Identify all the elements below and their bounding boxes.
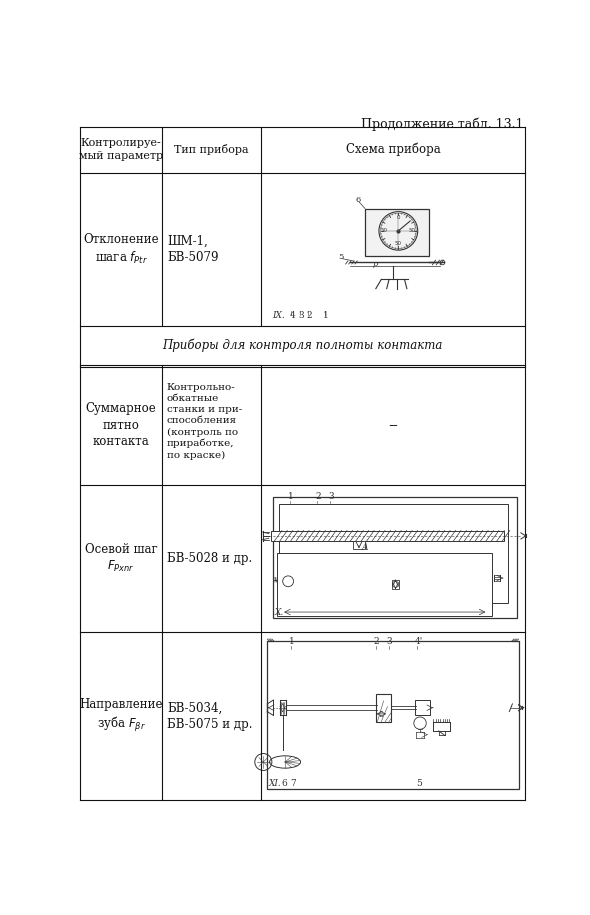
Bar [273, 497, 517, 619]
Text: 3: 3 [298, 311, 304, 320]
Text: IX.: IX. [273, 311, 286, 320]
Text: 5: 5 [416, 779, 422, 788]
Bar [271, 531, 504, 542]
Text: 0: 0 [396, 215, 400, 221]
Text: 2: 2 [315, 492, 321, 501]
Text: 3: 3 [329, 492, 334, 501]
Text: Тип прибора: Тип прибора [174, 145, 249, 156]
Text: Суммарное
пятно
контакта: Суммарное пятно контакта [86, 403, 156, 448]
Text: 6: 6 [281, 779, 287, 788]
Text: БВ-5028 и др.: БВ-5028 и др. [167, 552, 252, 565]
Text: Контрольно-
обкатные
станки и при-
способления
(контроль по
приработке,
по краск: Контрольно- обкатные станки и при- спосо… [167, 383, 242, 459]
Text: 2: 2 [307, 311, 312, 320]
Text: 50: 50 [409, 229, 416, 233]
Bar [279, 504, 508, 603]
Text: 3: 3 [386, 638, 392, 646]
Bar [365, 209, 428, 256]
Text: Контролируе-
мый параметр: Контролируе- мый параметр [79, 138, 163, 161]
Text: Отклонение
шага $f_{Ptr}$: Отклонение шага $f_{Ptr}$ [83, 233, 159, 265]
Text: 5: 5 [338, 253, 343, 261]
Ellipse shape [270, 756, 300, 769]
Text: p: p [373, 260, 378, 267]
Bar [376, 694, 391, 722]
Text: X.: X. [274, 608, 283, 617]
Text: 6: 6 [356, 196, 361, 204]
Text: БВ-5034,
БВ-5075 и др.: БВ-5034, БВ-5075 и др. [167, 701, 253, 731]
Text: 1: 1 [323, 311, 329, 320]
Text: Направление
зуба $F_{\beta r}$: Направление зуба $F_{\beta r}$ [79, 698, 163, 734]
Text: 50: 50 [381, 229, 388, 233]
Text: A: A [361, 543, 368, 552]
Bar [415, 700, 430, 716]
Text: 7: 7 [290, 779, 296, 788]
Bar [353, 542, 365, 549]
Bar [392, 580, 399, 589]
Text: Приборы для контроля полноты контакта: Приборы для контроля полноты контакта [162, 339, 442, 352]
Text: XI.: XI. [269, 779, 281, 788]
Text: 1: 1 [288, 492, 294, 501]
Text: 4': 4' [415, 638, 423, 646]
Text: 2: 2 [373, 638, 379, 646]
Text: Продолжение табл. 13.1: Продолжение табл. 13.1 [360, 117, 523, 131]
Text: ШМ-1,
БВ-5079: ШМ-1, БВ-5079 [168, 234, 219, 264]
Text: Осевой шаг
$F_{Pxnr}$: Осевой шаг $F_{Pxnr}$ [85, 543, 158, 575]
Text: 50: 50 [395, 242, 402, 246]
Text: 4: 4 [290, 311, 296, 320]
Text: 1: 1 [289, 638, 294, 646]
Bar [277, 553, 492, 616]
Text: Схема прибора: Схема прибора [346, 143, 440, 156]
Text: –: – [388, 416, 397, 435]
Bar [267, 641, 519, 789]
